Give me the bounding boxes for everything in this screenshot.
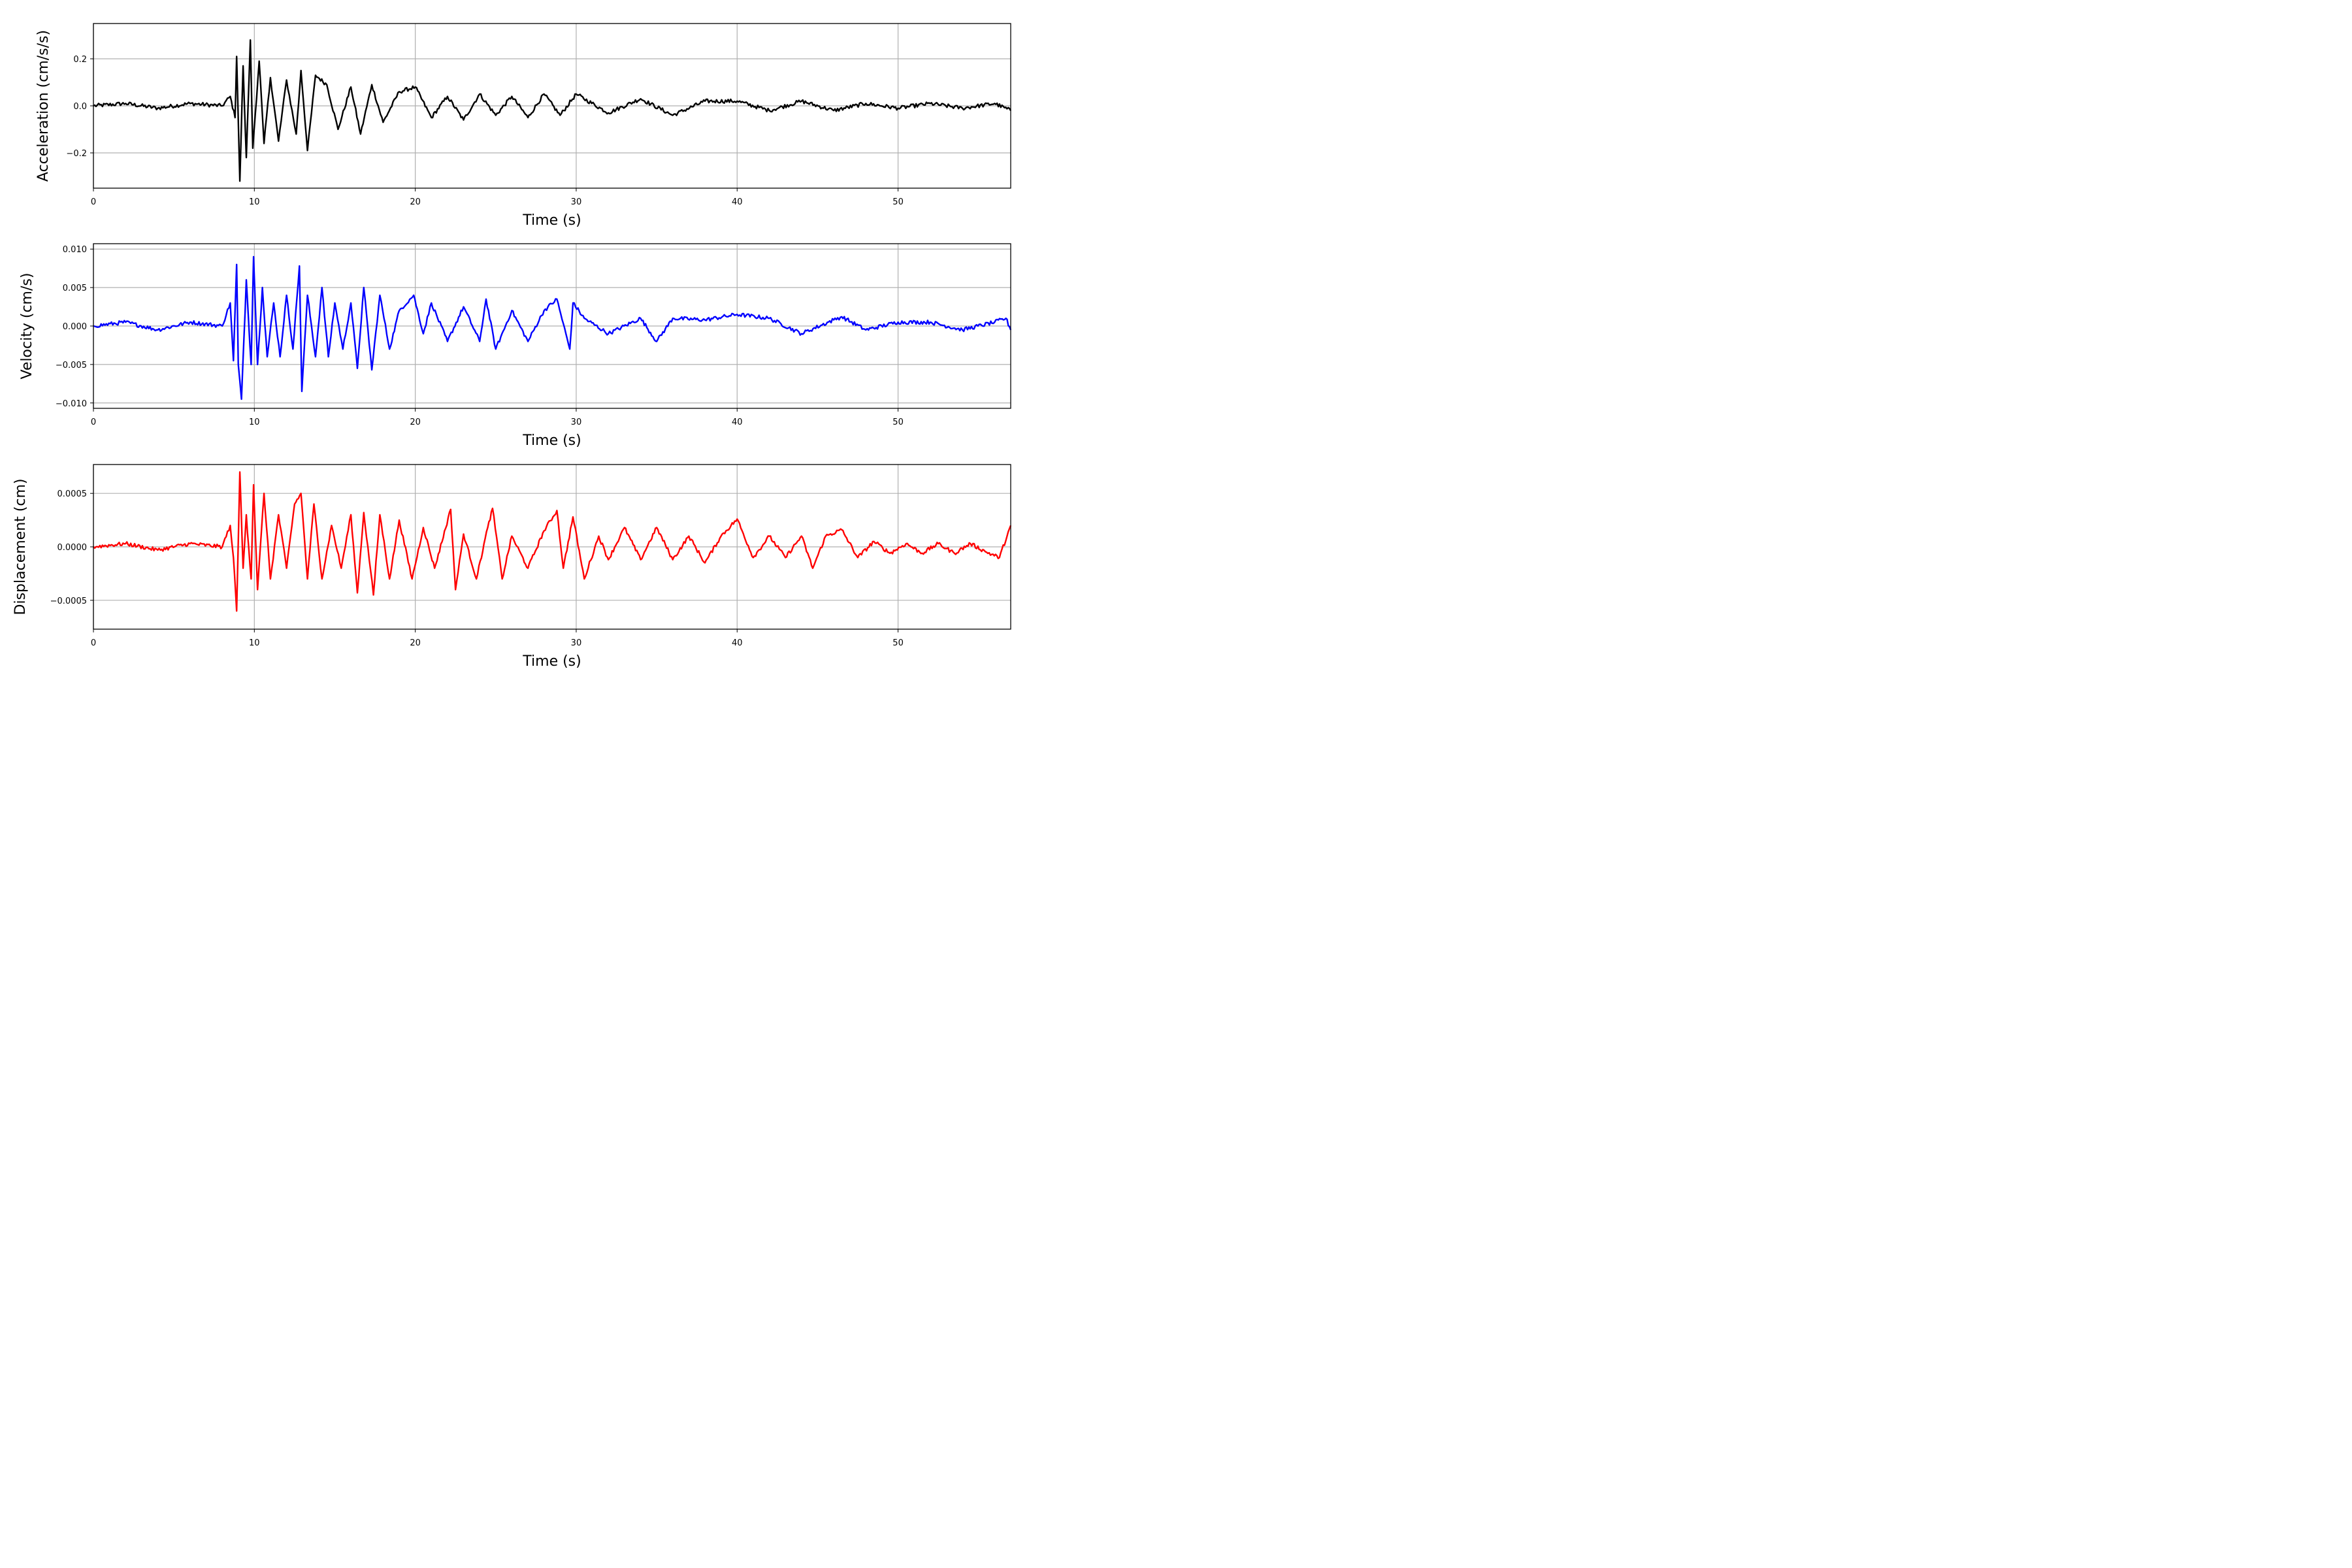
acceleration-ytick-label-2: 0.2 — [73, 55, 87, 65]
velocity-ytick-label-1: −0.005 — [56, 361, 87, 370]
velocity-xtick-label-1: 10 — [249, 417, 260, 427]
acceleration-xtick-label-1: 10 — [249, 197, 260, 207]
acceleration-xtick-label-3: 30 — [571, 197, 582, 207]
acceleration-x-axis-label: Time (s) — [522, 212, 581, 229]
displacement-ytick-label-2: 0.0005 — [57, 489, 88, 499]
acceleration-ytick-label-1: 0.0 — [73, 102, 87, 112]
velocity-ytick-label-3: 0.005 — [63, 284, 87, 293]
figure: 0 10 20 30 40 50 −0.2 0.0 0.2 Time (s) Acceleratio… — [12, 23, 1012, 670]
displacement-y-axis-label: Displacement (cm) — [12, 479, 29, 615]
acceleration-xtick-label-2: 20 — [410, 197, 421, 207]
acceleration-panel: 0 10 20 30 40 50 −0.2 0.0 0.2 Time (s) Acceleratio… — [35, 23, 1012, 229]
displacement-panel: 0 10 20 30 40 50 −0.0005 0.0000 0.0005 Time (s) Di… — [12, 464, 1012, 670]
velocity-xtick-label-0: 0 — [91, 417, 96, 427]
displacement-ytick-label-0: −0.0005 — [50, 596, 87, 606]
acceleration-xtick-label-5: 50 — [892, 197, 904, 207]
velocity-xtick-label-5: 50 — [892, 417, 904, 427]
velocity-ytick-label-2: 0.000 — [63, 322, 87, 332]
acceleration-xtick-label-4: 40 — [732, 197, 743, 207]
displacement-x-axis-label: Time (s) — [522, 653, 581, 670]
velocity-y-axis-label: Velocity (cm/s) — [19, 273, 35, 380]
acceleration-series-line — [93, 39, 1012, 182]
velocity-xtick-label-2: 20 — [410, 417, 421, 427]
displacement-xtick-label-5: 50 — [892, 638, 904, 648]
acceleration-xtick-label-0: 0 — [91, 197, 96, 207]
velocity-x-axis-label: Time (s) — [522, 433, 581, 449]
displacement-series-line — [93, 471, 1012, 612]
displacement-ytick-label-1: 0.0000 — [57, 543, 88, 553]
displacement-xtick-label-3: 30 — [571, 638, 582, 648]
displacement-xtick-label-4: 40 — [732, 638, 743, 648]
velocity-series-line — [93, 255, 1012, 400]
velocity-panel: 0 10 20 30 40 50 −0.010 −0.005 0.000 0.005 0.010 Ti… — [19, 243, 1012, 449]
displacement-xtick-label-1: 10 — [249, 638, 260, 648]
acceleration-ytick-label-0: −0.2 — [66, 149, 87, 159]
velocity-ytick-label-4: 0.010 — [63, 245, 87, 255]
velocity-xtick-label-3: 30 — [571, 417, 582, 427]
displacement-xtick-label-0: 0 — [91, 638, 96, 648]
velocity-xtick-label-4: 40 — [732, 417, 743, 427]
displacement-xtick-label-2: 20 — [410, 638, 421, 648]
velocity-ytick-label-0: −0.010 — [56, 399, 87, 409]
acceleration-y-axis-label: Acceleration (cm/s/s) — [35, 30, 52, 182]
